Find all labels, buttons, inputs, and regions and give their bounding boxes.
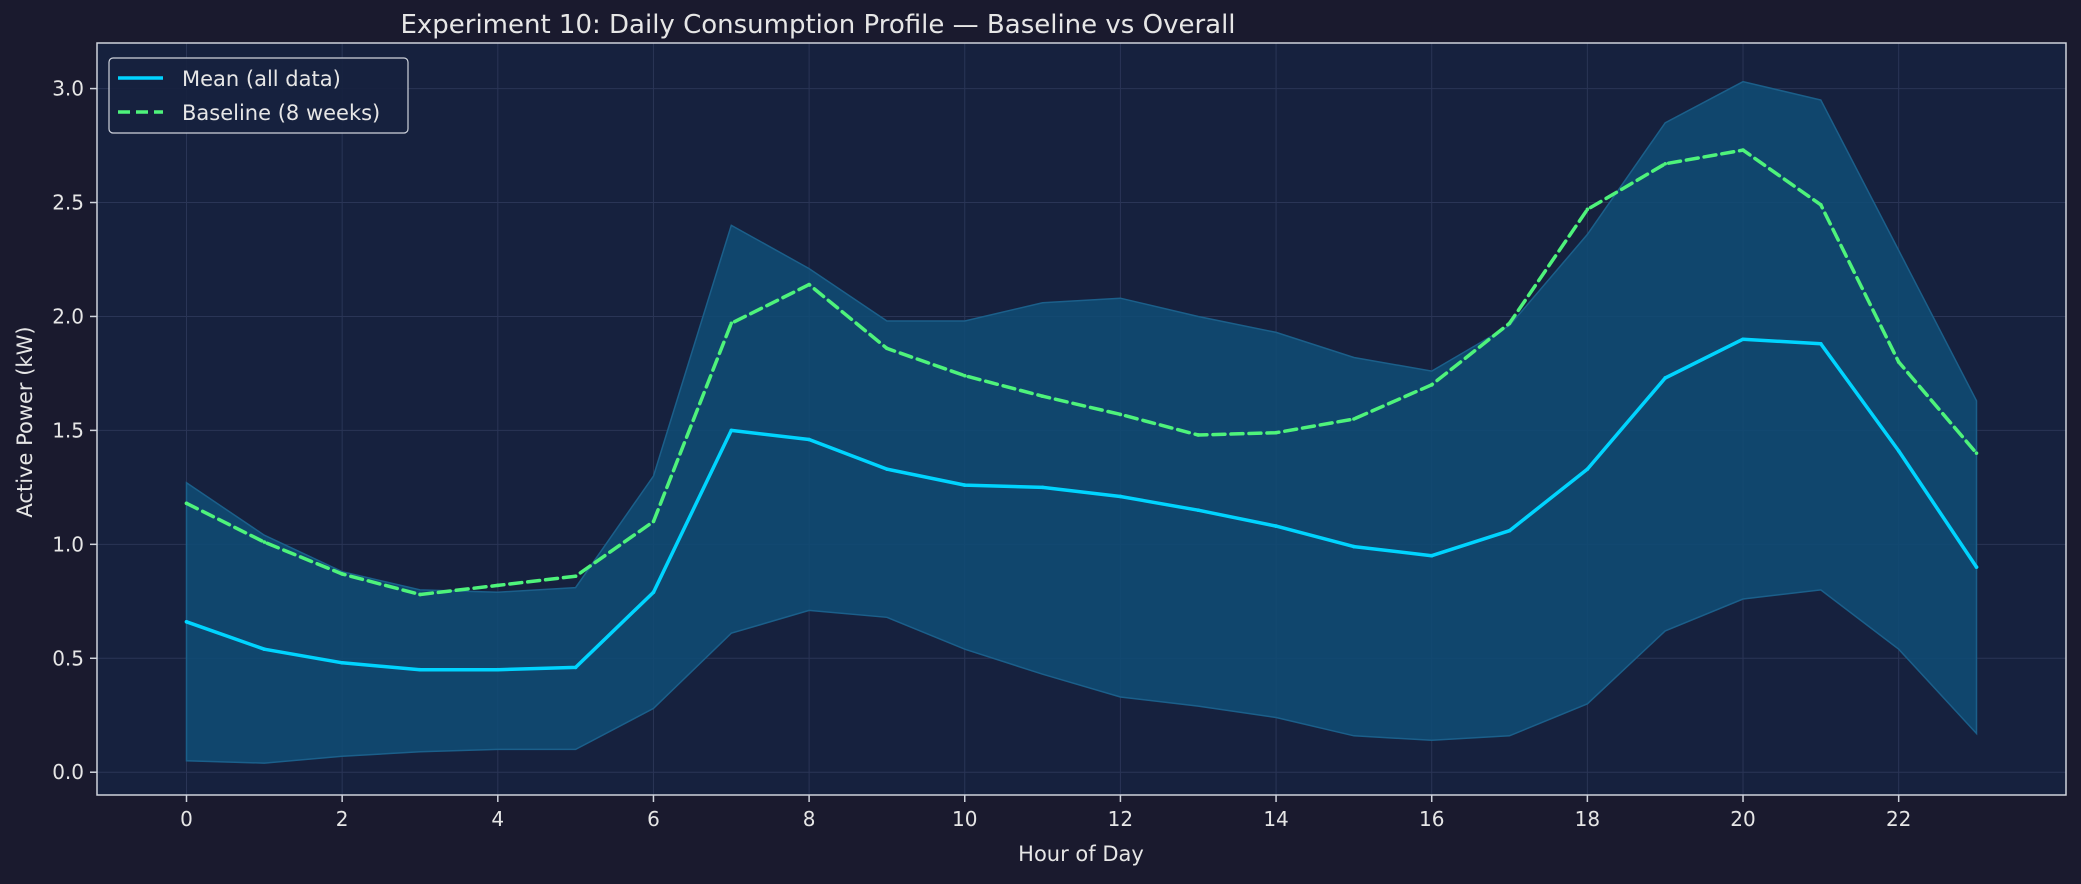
x-tick-label: 22 bbox=[1886, 807, 1911, 831]
data-point bbox=[418, 592, 422, 597]
data-point bbox=[1974, 451, 1979, 455]
data-point bbox=[1196, 508, 1201, 512]
data-point bbox=[496, 583, 500, 588]
data-point bbox=[1274, 430, 1278, 435]
data-point bbox=[262, 647, 267, 651]
y-tick-label: 2.5 bbox=[52, 191, 84, 215]
data-point bbox=[1585, 207, 1590, 212]
x-tick-label: 8 bbox=[803, 807, 816, 831]
data-point bbox=[962, 483, 967, 487]
data-point bbox=[1118, 412, 1123, 417]
data-point bbox=[1274, 524, 1278, 528]
data-point bbox=[573, 574, 578, 579]
x-tick-label: 2 bbox=[336, 807, 349, 831]
data-point bbox=[1585, 467, 1590, 471]
data-point bbox=[1741, 148, 1745, 152]
data-point bbox=[651, 519, 656, 524]
data-point bbox=[1819, 202, 1823, 207]
legend-label-baseline: Baseline (8 weeks) bbox=[182, 101, 380, 125]
data-point bbox=[651, 590, 656, 594]
data-point bbox=[340, 661, 344, 665]
legend-label-mean: Mean (all data) bbox=[182, 67, 341, 91]
data-point bbox=[729, 321, 734, 326]
data-point bbox=[807, 282, 811, 287]
data-point bbox=[1974, 565, 1979, 569]
x-tick-label: 18 bbox=[1575, 807, 1600, 831]
data-point bbox=[807, 437, 811, 442]
data-point bbox=[340, 572, 344, 576]
series-line-baseline bbox=[184, 148, 1979, 597]
y-tick-label: 3.0 bbox=[52, 77, 84, 101]
data-point bbox=[1040, 485, 1045, 490]
y-tick-label: 0.5 bbox=[52, 646, 84, 670]
series-line-mean bbox=[184, 337, 1979, 672]
data-point bbox=[962, 373, 967, 378]
data-point bbox=[1896, 449, 1901, 453]
legend-box bbox=[108, 57, 409, 134]
y-axis-ticks: 0.0 0.5 1.0 1.5 2.0 2.5 3.0 bbox=[52, 77, 97, 784]
data-point bbox=[1663, 376, 1667, 380]
data-point bbox=[184, 620, 189, 624]
x-axis-label: Hour of Day bbox=[1018, 842, 1144, 866]
data-point bbox=[1040, 394, 1045, 399]
data-point bbox=[1352, 417, 1356, 421]
data-point bbox=[1507, 321, 1512, 326]
x-axis-ticks: 0 2 4 6 8 10 12 14 16 18 20 22 bbox=[180, 795, 1911, 831]
data-point bbox=[573, 665, 578, 670]
x-tick-label: 10 bbox=[952, 807, 977, 831]
y-tick-label: 0.0 bbox=[52, 760, 84, 784]
x-tick-label: 14 bbox=[1263, 807, 1288, 831]
data-point bbox=[1663, 161, 1667, 166]
data-point bbox=[1196, 433, 1201, 437]
data-point bbox=[184, 501, 189, 506]
data-point bbox=[1429, 553, 1434, 558]
data-point bbox=[1352, 544, 1356, 549]
data-point bbox=[1819, 342, 1823, 346]
y-tick-label: 1.0 bbox=[52, 532, 84, 556]
data-point bbox=[1896, 360, 1901, 364]
series-lines bbox=[184, 148, 1979, 672]
y-axis-label: Active Power (kW) bbox=[13, 326, 37, 517]
plot-frame bbox=[96, 42, 2067, 796]
y-tick-label: 2.0 bbox=[52, 304, 84, 328]
std-band bbox=[185, 80, 1978, 764]
data-point bbox=[262, 540, 267, 544]
x-tick-label: 20 bbox=[1730, 807, 1755, 831]
data-point bbox=[496, 667, 500, 672]
y-tick-label: 1.5 bbox=[52, 418, 84, 442]
data-point bbox=[1118, 494, 1123, 499]
x-tick-label: 4 bbox=[491, 807, 504, 831]
x-tick-label: 6 bbox=[647, 807, 660, 831]
std-band-area bbox=[185, 80, 1978, 764]
data-point bbox=[729, 428, 734, 433]
x-tick-label: 0 bbox=[180, 807, 193, 831]
data-point bbox=[1429, 383, 1434, 387]
data-point bbox=[885, 346, 889, 351]
data-point bbox=[418, 667, 422, 672]
chart-title: Experiment 10: Daily Consumption Profile… bbox=[400, 10, 1235, 40]
data-point bbox=[885, 467, 889, 471]
data-point bbox=[1507, 528, 1512, 533]
x-tick-label: 16 bbox=[1419, 807, 1444, 831]
legend: Mean (all data) Baseline (8 weeks) bbox=[108, 57, 409, 134]
x-tick-label: 12 bbox=[1108, 807, 1133, 831]
data-point bbox=[1741, 337, 1745, 342]
